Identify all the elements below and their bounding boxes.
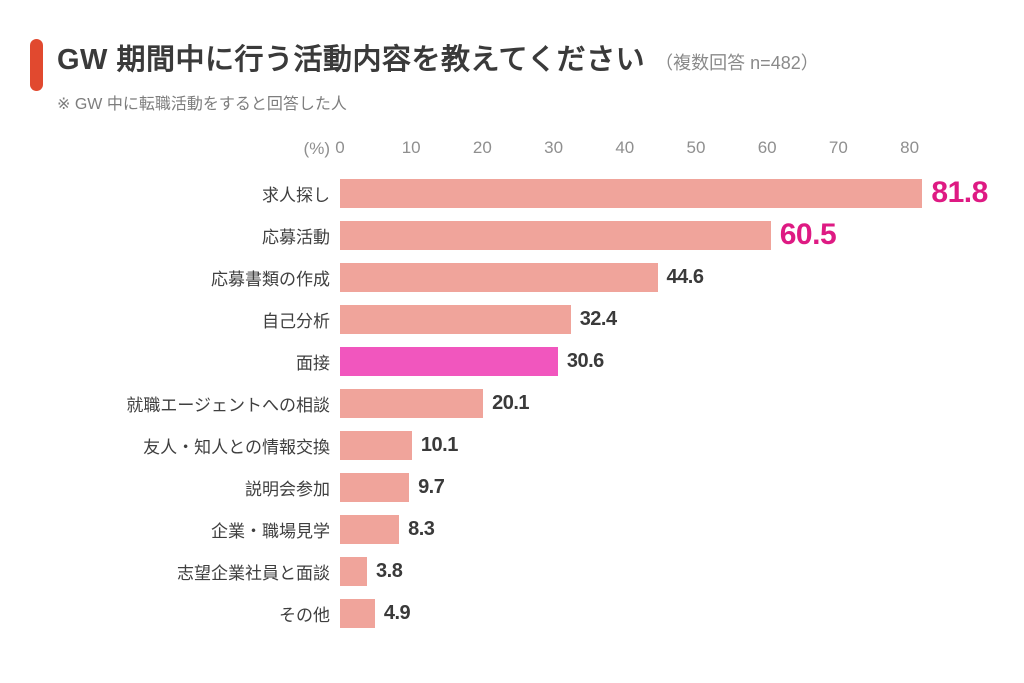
axis-unit-label: (%) [303, 139, 330, 158]
chart-row: 応募書類の作成 44.6 [10, 256, 988, 298]
bar-chart: (%) 0 10 20 30 40 50 60 70 80 求人探し 81.8 応募活動 60.5 応募… [10, 134, 988, 634]
bar [340, 472, 410, 502]
value-label: 60.5 [779, 218, 837, 251]
chart-row: 求人探し 81.8 [10, 172, 988, 214]
bar-area: 30.6 [340, 346, 604, 376]
chart-row: 自己分析 32.4 [10, 298, 988, 340]
category-label: 応募活動 [262, 227, 330, 247]
sample-size-note: （複数回答 n=482） [655, 53, 819, 73]
bar-area: 10.1 [340, 430, 458, 460]
category-label: 面接 [296, 353, 330, 373]
category-label: 説明会参加 [245, 479, 330, 499]
value-label: 10.1 [420, 433, 458, 456]
category-label: 友人・知人との情報交換 [143, 437, 330, 457]
chart-row: 応募活動 60.5 [10, 214, 988, 256]
bar-area: 3.8 [340, 556, 403, 586]
axis-tick-label: 70 [828, 138, 848, 157]
chart-row: 面接 30.6 [10, 340, 988, 382]
value-label: 81.8 [931, 176, 988, 209]
bar [340, 178, 923, 208]
chart-row: 友人・知人との情報交換 10.1 [10, 424, 988, 466]
bar [340, 514, 400, 544]
header: GW 期間中に行う活動内容を教えてください （複数回答 n=482） ※ GW … [30, 36, 819, 114]
bar [340, 598, 375, 628]
category-label: 求人探し [262, 185, 330, 205]
value-label: 44.6 [666, 265, 704, 288]
value-label: 32.4 [579, 307, 617, 330]
value-label: 8.3 [408, 517, 435, 540]
axis-ticks: 0 10 20 30 40 50 60 70 80 [335, 134, 960, 164]
category-label: その他 [279, 605, 330, 625]
value-label: 4.9 [383, 601, 411, 624]
page-title: GW 期間中に行う活動内容を教えてください [57, 44, 646, 76]
subtitle: ※ GW 中に転職活動をすると回答した人 [57, 96, 347, 113]
bar [340, 388, 484, 418]
chart-row: 説明会参加 9.7 [10, 466, 988, 508]
value-label: 3.8 [376, 559, 403, 582]
chart-row: 志望企業社員と面談 3.8 [10, 550, 988, 592]
chart-row: その他 4.9 [10, 592, 988, 634]
chart-row: 企業・職場見学 8.3 [10, 508, 988, 550]
bar [340, 556, 368, 586]
bar-area: 4.9 [340, 598, 411, 628]
axis-tick-label: 60 [757, 138, 777, 157]
category-label: 志望企業社員と面談 [177, 563, 330, 583]
axis-tick-label: 50 [686, 138, 706, 157]
bar-area: 81.8 [340, 176, 988, 210]
axis-tick-label: 30 [544, 138, 564, 157]
bar [340, 304, 571, 334]
axis-tick-label: 10 [401, 138, 421, 157]
value-label: 9.7 [418, 475, 445, 498]
category-label: 企業・職場見学 [211, 521, 330, 541]
axis-tick-label: 20 [472, 138, 492, 157]
title-accent-bar [30, 39, 43, 91]
bar-area: 8.3 [340, 514, 435, 544]
bar-area: 32.4 [340, 304, 617, 334]
category-label: 応募書類の作成 [211, 269, 330, 289]
bar-area: 20.1 [340, 388, 530, 418]
axis-row: (%) 0 10 20 30 40 50 60 70 80 [10, 134, 988, 164]
axis-tick-label: 0 [335, 138, 345, 157]
value-label: 20.1 [492, 391, 530, 414]
chart-rows: 求人探し 81.8 応募活動 60.5 応募書類の作成 44.6 自己分析 32.4 面接 30.… [10, 172, 988, 634]
axis-tick-label: 80 [900, 138, 920, 157]
bar-area: 60.5 [340, 218, 837, 252]
bar-highlighted [340, 346, 558, 376]
category-label: 就職エージェントへの相談 [126, 395, 330, 415]
axis-tick-label: 40 [615, 138, 635, 157]
bar-area: 44.6 [340, 262, 704, 292]
bar [340, 430, 412, 460]
bar-area: 9.7 [340, 472, 445, 502]
bar [340, 262, 658, 292]
category-label: 自己分析 [262, 311, 330, 331]
chart-row: 就職エージェントへの相談 20.1 [10, 382, 988, 424]
value-label: 30.6 [566, 349, 604, 372]
bar [340, 220, 771, 250]
title-block: GW 期間中に行う活動内容を教えてください （複数回答 n=482） ※ GW … [57, 36, 819, 114]
